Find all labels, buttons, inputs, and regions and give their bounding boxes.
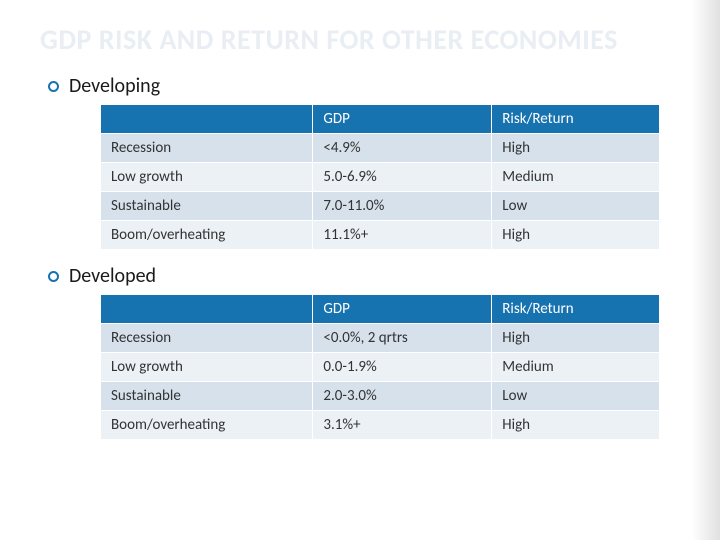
col-header-risk: Risk/Return	[492, 105, 660, 134]
table-row: Recession <0.0%, 2 qrtrs High	[101, 324, 660, 353]
cell: 5.0-6.9%	[313, 163, 492, 192]
table-header-row: GDP Risk/Return	[101, 295, 660, 324]
cell: 7.0-11.0%	[313, 192, 492, 221]
cell: <0.0%, 2 qrtrs	[313, 324, 492, 353]
cell: Boom/overheating	[101, 411, 313, 440]
table-developing: GDP Risk/Return Recession <4.9% High Low…	[100, 104, 660, 250]
cell: 3.1%+	[313, 411, 492, 440]
cell: Low	[492, 382, 660, 411]
cell: <4.9%	[313, 134, 492, 163]
col-header-blank	[101, 295, 313, 324]
table-row: Boom/overheating 3.1%+ High	[101, 411, 660, 440]
table-row: Boom/overheating 11.1%+ High	[101, 221, 660, 250]
cell: 11.1%+	[313, 221, 492, 250]
cell: High	[492, 134, 660, 163]
cell: 0.0-1.9%	[313, 353, 492, 382]
bullet-label: Developed	[69, 264, 156, 288]
slide-edge-shadow	[692, 0, 720, 540]
bullet-icon	[48, 271, 59, 282]
cell: 2.0-3.0%	[313, 382, 492, 411]
col-header-gdp: GDP	[313, 295, 492, 324]
cell: High	[492, 324, 660, 353]
slide: GDP RISK AND RETURN FOR OTHER ECONOMIES …	[0, 0, 720, 478]
cell: High	[492, 411, 660, 440]
cell: Low growth	[101, 163, 313, 192]
cell: Medium	[492, 353, 660, 382]
col-header-gdp: GDP	[313, 105, 492, 134]
table-row: Low growth 5.0-6.9% Medium	[101, 163, 660, 192]
cell: Medium	[492, 163, 660, 192]
table-header-row: GDP Risk/Return	[101, 105, 660, 134]
bullet-developed: Developed	[48, 264, 680, 288]
cell: Boom/overheating	[101, 221, 313, 250]
table-row: Recession <4.9% High	[101, 134, 660, 163]
bullet-icon	[48, 81, 59, 92]
cell: High	[492, 221, 660, 250]
cell: Sustainable	[101, 192, 313, 221]
table-developed: GDP Risk/Return Recession <0.0%, 2 qrtrs…	[100, 294, 660, 440]
cell: Low growth	[101, 353, 313, 382]
table-row: Low growth 0.0-1.9% Medium	[101, 353, 660, 382]
cell: Low	[492, 192, 660, 221]
slide-title: GDP RISK AND RETURN FOR OTHER ECONOMIES	[40, 24, 680, 56]
bullet-developing: Developing	[48, 74, 680, 98]
cell: Sustainable	[101, 382, 313, 411]
table-row: Sustainable 7.0-11.0% Low	[101, 192, 660, 221]
bullet-label: Developing	[69, 74, 160, 98]
cell: Recession	[101, 324, 313, 353]
cell: Recession	[101, 134, 313, 163]
table-row: Sustainable 2.0-3.0% Low	[101, 382, 660, 411]
col-header-risk: Risk/Return	[492, 295, 660, 324]
col-header-blank	[101, 105, 313, 134]
